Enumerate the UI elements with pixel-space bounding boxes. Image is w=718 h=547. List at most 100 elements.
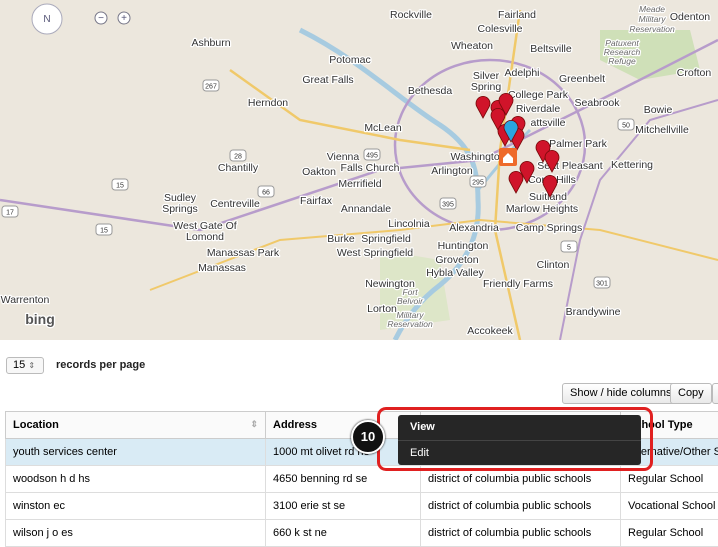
map-label: Brandywine [566, 306, 621, 318]
map-label: Annandale [341, 203, 391, 215]
map-label: Military [639, 14, 667, 24]
map-label: Seabrook [575, 97, 621, 109]
table-cell: winston ec [6, 493, 266, 520]
map-label: Rockville [390, 9, 432, 21]
map-label: Alexandria [449, 222, 499, 234]
table-cell: youth services center [6, 439, 266, 466]
step-badge: 10 [351, 420, 385, 454]
map-label: Oakton [302, 166, 336, 178]
map-label: Marlow Heights [506, 203, 578, 215]
route-number: 15 [116, 183, 124, 190]
route-number: 5 [567, 245, 571, 252]
page-size: 15 [13, 359, 25, 371]
map-label: Ashburn [191, 37, 230, 49]
show-hide-columns-button[interactable]: Show / hide columns [562, 383, 680, 404]
map-label: Fairland [498, 9, 536, 21]
map-label: attsville [530, 117, 565, 129]
map-label: Centreville [210, 198, 260, 210]
route-number: 17 [6, 210, 14, 217]
map-label: Wheaton [451, 40, 493, 52]
map-label: Bethesda [408, 85, 453, 97]
route-number: 28 [234, 154, 242, 161]
map-label: Merrifield [338, 178, 381, 190]
map-label: Springfield [361, 233, 411, 245]
table-cell: Vocational School [621, 493, 718, 520]
map-label: Huntington [438, 240, 489, 252]
map-label: Bowie [644, 104, 673, 116]
menu-item[interactable]: Edit [398, 441, 641, 466]
map-label: College Park [508, 89, 569, 101]
map-label: Spring [471, 81, 502, 93]
page-size-select[interactable]: 15 ⇕ [6, 357, 44, 374]
table-cell: district of columbia public schools [421, 493, 621, 520]
route-number: 395 [442, 202, 454, 209]
column-header[interactable]: Location⇕ [6, 412, 266, 439]
map-label: Lorton [367, 303, 397, 315]
compass-label: N [43, 14, 50, 25]
route-number: 66 [262, 190, 270, 197]
map-label: Meade [639, 4, 665, 14]
more-button[interactable] [712, 383, 718, 404]
records-per-page-label: records per page [56, 359, 145, 371]
map-label: Palmer Park [549, 138, 608, 150]
table-cell: district of columbia public schools [421, 520, 621, 547]
map-label: Camp Springs [516, 222, 583, 234]
map-label: Manassas Park [207, 247, 280, 259]
context-menu: View Edit [398, 415, 641, 465]
map-label: Beltsville [530, 43, 572, 55]
map-label: Hybla Valley [426, 267, 484, 279]
map-label: Herndon [248, 97, 288, 109]
map-label: Washington [450, 151, 505, 163]
map-label: Burke [327, 233, 355, 245]
route-number: 495 [366, 153, 378, 160]
map-label: Adelphi [504, 67, 539, 79]
zoom-out-label: − [98, 13, 104, 24]
map-label: Accokeek [467, 325, 513, 337]
map-label: Falls Church [341, 162, 400, 174]
map-label: bing [25, 311, 55, 327]
map-label: Great Falls [302, 74, 353, 86]
map-label: Riverdale [516, 103, 561, 115]
map-label: McLean [364, 122, 402, 134]
map-label: Belvoir [397, 296, 424, 306]
route-number: 301 [596, 281, 608, 288]
map-label: Manassas [198, 262, 246, 274]
map-label: Arlington [431, 165, 473, 177]
map-label: Potomac [329, 54, 370, 66]
map-label: Clinton [537, 259, 570, 271]
copy-button[interactable]: Copy [670, 383, 712, 404]
zoom-in-label: + [121, 13, 127, 24]
map-label: Reservation [629, 24, 675, 34]
map-label: West Springfield [337, 247, 413, 259]
route-number: 267 [205, 84, 217, 91]
map-label: Greenbelt [559, 73, 605, 85]
map-label: Chantilly [218, 162, 259, 174]
map-label: Springs [162, 203, 198, 215]
map-label: Fairfax [300, 195, 333, 207]
map-label: Reservation [387, 319, 433, 329]
map-label: Lomond [186, 231, 224, 243]
map-label: Mitchellville [635, 124, 689, 136]
map-label: Warrenton [1, 294, 50, 306]
map-label: Odenton [670, 11, 710, 23]
table-cell: 3100 erie st se [266, 493, 421, 520]
map-label: Groveton [435, 254, 478, 266]
map-label: Crofton [677, 67, 712, 79]
map-label: Colesville [478, 23, 523, 35]
page: {"map":{"labels":["Rockville","Fairland"… [0, 0, 718, 532]
menu-item[interactable]: View [398, 415, 641, 441]
table-cell: wilson j o es [6, 520, 266, 547]
map-label: Kettering [611, 159, 653, 171]
table-cell: woodson h d hs [6, 466, 266, 493]
table-cell: 660 k st ne [266, 520, 421, 547]
route-number: 295 [472, 180, 484, 187]
map-label: Refuge [608, 56, 636, 66]
table-cell: Regular School [621, 520, 718, 547]
route-number: 50 [622, 123, 630, 130]
route-number: 15 [100, 228, 108, 235]
map-label: Lincolnia [388, 218, 430, 230]
map-label: Friendly Farms [483, 278, 553, 290]
